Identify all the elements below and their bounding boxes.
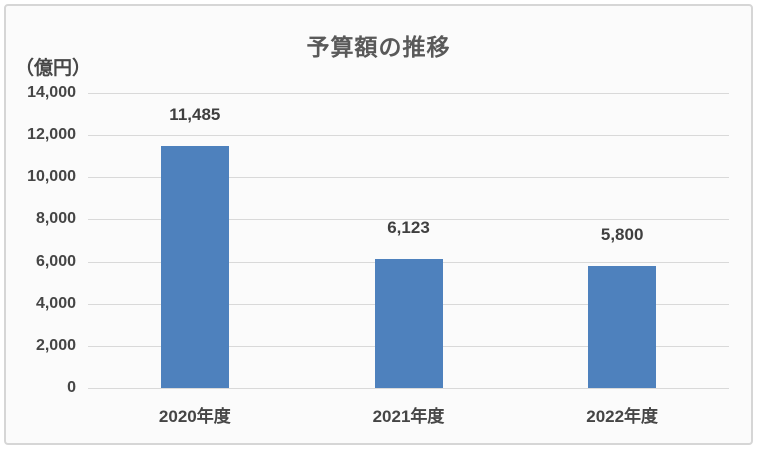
y-tick-label: 12,000 <box>27 126 76 144</box>
y-tick-label: 8,000 <box>35 210 76 228</box>
bar <box>160 146 229 388</box>
x-axis-line <box>88 388 729 389</box>
y-axis-unit-label: （億円） <box>15 58 92 79</box>
bar <box>588 265 657 388</box>
bar-value-label: 6,123 <box>387 217 430 237</box>
y-tick-label: 4,000 <box>35 294 76 312</box>
y-tick-label: 10,000 <box>27 168 76 186</box>
y-tick-label: 14,000 <box>27 84 76 101</box>
gridline <box>88 93 729 94</box>
x-axis-label: 2021年度 <box>372 407 445 426</box>
y-axis-tick-labels: 14,000 12,000 10,000 8,000 6,000 4,000 2,000 0 <box>8 84 76 396</box>
bar-value-label: 5,800 <box>600 224 644 244</box>
y-tick-label: 6,000 <box>35 252 76 270</box>
bar <box>374 258 443 388</box>
y-tick-label: 0 <box>67 379 76 396</box>
x-axis-label: 2022年度 <box>586 407 659 426</box>
plot-area: 11,485 2020年度 6,123 2021年度 5,800 2022年度 <box>88 93 729 426</box>
gridline <box>88 135 729 137</box>
x-axis-label: 2020年度 <box>158 407 231 426</box>
gridline <box>88 219 729 221</box>
y-tick-label: 2,000 <box>35 336 76 354</box>
gridline <box>88 177 729 179</box>
chart-title: 予算額の推移 <box>306 34 451 60</box>
bar-value-label: 11,485 <box>169 105 221 124</box>
